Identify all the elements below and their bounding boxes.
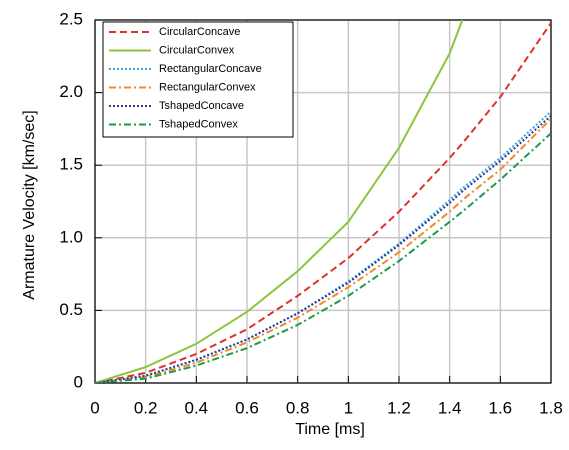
y-axis-label: Armature Velocity [km/sec] [21,110,38,299]
y-tick-label: 0 [74,372,83,391]
x-tick-label: 0.6 [235,398,259,417]
y-tick-label: 2.5 [59,9,83,28]
legend-label: CircularConvex [159,44,235,56]
x-tick-label: 1.2 [387,398,411,417]
legend-label: RectangularConvex [159,81,256,93]
x-tick-label: 0 [90,398,99,417]
legend-label: TshapedConvex [159,118,238,130]
x-tick-label: 1.8 [539,398,563,417]
y-tick-label: 1.5 [59,155,83,174]
x-tick-label: 0.8 [286,398,310,417]
legend-box [102,21,294,138]
x-tick-label: 0.4 [185,398,209,417]
series-line [95,115,551,383]
legend-label: TshapedConcave [159,100,244,112]
x-tick-label: 1.6 [489,398,513,417]
x-tick-label: 0.2 [134,398,158,417]
legend-label: RectangularConcave [159,63,262,75]
series-line [95,132,551,383]
plot-frame [94,19,552,384]
series-line [95,22,551,383]
legend-label: CircularConcave [159,26,240,38]
y-tick-label: 0.5 [59,300,83,319]
y-tick-label: 2.0 [59,82,83,101]
x-axis-label: Time [ms] [295,421,365,438]
x-tick-label: 1.4 [438,398,462,417]
x-tick-label: 1 [344,398,353,417]
y-tick-label: 1.0 [59,227,83,246]
series-line [95,118,551,383]
series-line [95,20,464,383]
